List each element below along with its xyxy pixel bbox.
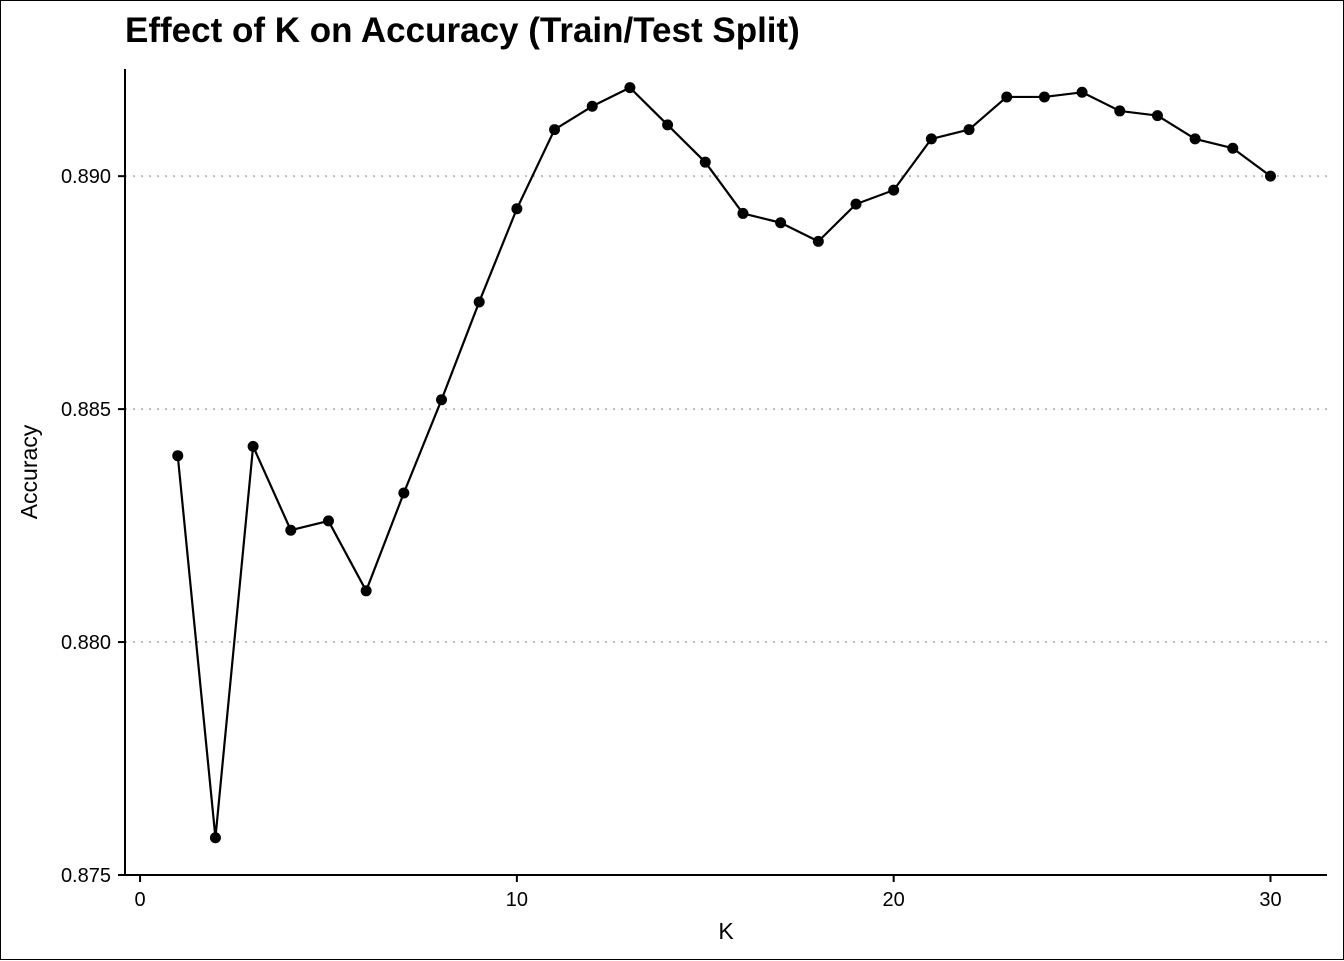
x-tick-label: 20 xyxy=(883,889,905,911)
data-point xyxy=(322,515,334,527)
data-point xyxy=(850,198,862,210)
data-point xyxy=(473,296,485,308)
data-point xyxy=(247,440,259,452)
y-tick-label: 0.880 xyxy=(61,632,111,654)
data-point xyxy=(812,235,824,247)
data-point xyxy=(1038,91,1050,103)
data-point xyxy=(1001,91,1013,103)
y-tick-label: 0.885 xyxy=(61,399,111,421)
data-point xyxy=(172,450,184,462)
data-point xyxy=(586,100,598,112)
data-point xyxy=(360,585,372,597)
y-tick-label: 0.875 xyxy=(61,865,111,887)
x-tick-label: 10 xyxy=(506,889,528,911)
data-point xyxy=(511,203,523,215)
x-tick-label: 30 xyxy=(1259,889,1281,911)
data-point xyxy=(699,156,711,168)
data-point xyxy=(624,82,636,94)
data-point xyxy=(1264,170,1276,182)
series-line xyxy=(176,86,1272,839)
data-point xyxy=(398,487,410,499)
data-point xyxy=(549,124,561,136)
y-tick-label: 0.890 xyxy=(61,166,111,188)
data-point xyxy=(1076,86,1088,98)
data-point xyxy=(737,207,749,219)
data-point xyxy=(285,524,297,536)
data-point xyxy=(1151,110,1163,122)
x-axis-title: K xyxy=(718,918,734,944)
chart-title: Effect of K on Accuracy (Train/Test Spli… xyxy=(125,11,800,50)
data-point xyxy=(1189,133,1201,145)
data-point xyxy=(963,124,975,136)
x-tick-label: 0 xyxy=(135,889,146,911)
data-point xyxy=(925,133,937,145)
data-point xyxy=(1227,142,1239,154)
data-point xyxy=(209,832,221,844)
y-axis-title: Accuracy xyxy=(16,424,42,519)
data-point xyxy=(662,119,674,131)
data-point xyxy=(775,217,787,229)
data-point xyxy=(1114,105,1126,117)
data-point xyxy=(888,184,900,196)
data-point xyxy=(436,394,448,406)
